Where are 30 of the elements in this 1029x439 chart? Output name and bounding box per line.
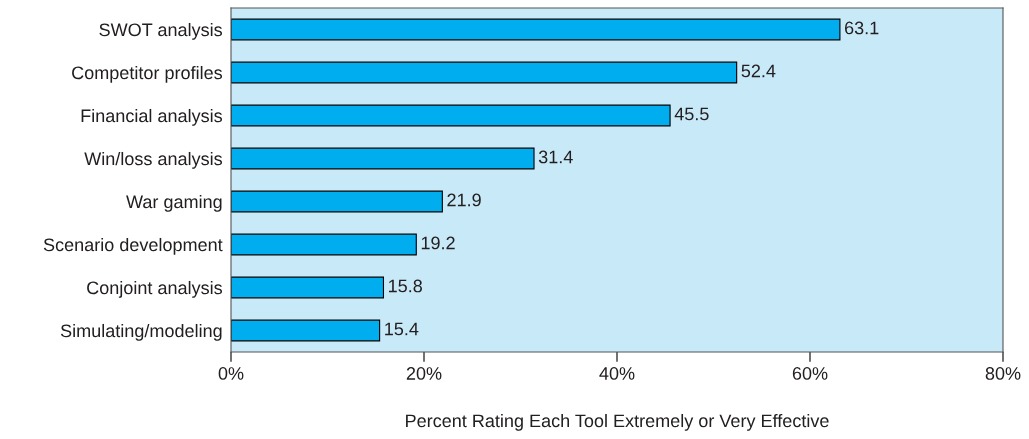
data-label: 31.4 <box>538 150 573 164</box>
data-label: 19.2 <box>421 236 455 250</box>
bar <box>231 61 738 84</box>
bar <box>231 319 381 342</box>
y-tick-label: Win/loss analysis <box>84 151 223 169</box>
y-tick-label: Financial analysis <box>81 108 223 126</box>
y-tick-label: Simulating/modeling <box>60 323 222 341</box>
data-label: 15.8 <box>389 279 422 293</box>
data-label: 21.9 <box>447 193 481 207</box>
x-tick-label: 60% <box>792 367 828 380</box>
y-tick-label: SWOT analysis <box>99 22 223 40</box>
bar <box>231 18 841 41</box>
x-tick-label: 40% <box>599 367 635 380</box>
x-tick-label: 80% <box>985 367 1021 380</box>
x-axis-title: Percent Rating Each Tool Extremely or Very Effective <box>406 413 829 431</box>
bar <box>231 147 535 170</box>
x-tick-label: 0% <box>218 367 244 380</box>
bar <box>231 276 385 299</box>
x-tick-label: 20% <box>406 367 442 380</box>
data-label: 15.4 <box>385 322 419 336</box>
data-label: 45.5 <box>674 107 709 121</box>
bar <box>231 104 671 127</box>
y-tick-label: Conjoint analysis <box>87 280 223 298</box>
data-label: 63.1 <box>845 21 879 35</box>
y-tick-label: War gaming <box>126 194 222 212</box>
y-tick-label: Competitor profiles <box>72 65 223 83</box>
y-tick-label: Scenario development <box>43 237 223 255</box>
data-label: 52.4 <box>741 64 776 78</box>
bar <box>231 233 417 256</box>
bar <box>231 190 443 213</box>
